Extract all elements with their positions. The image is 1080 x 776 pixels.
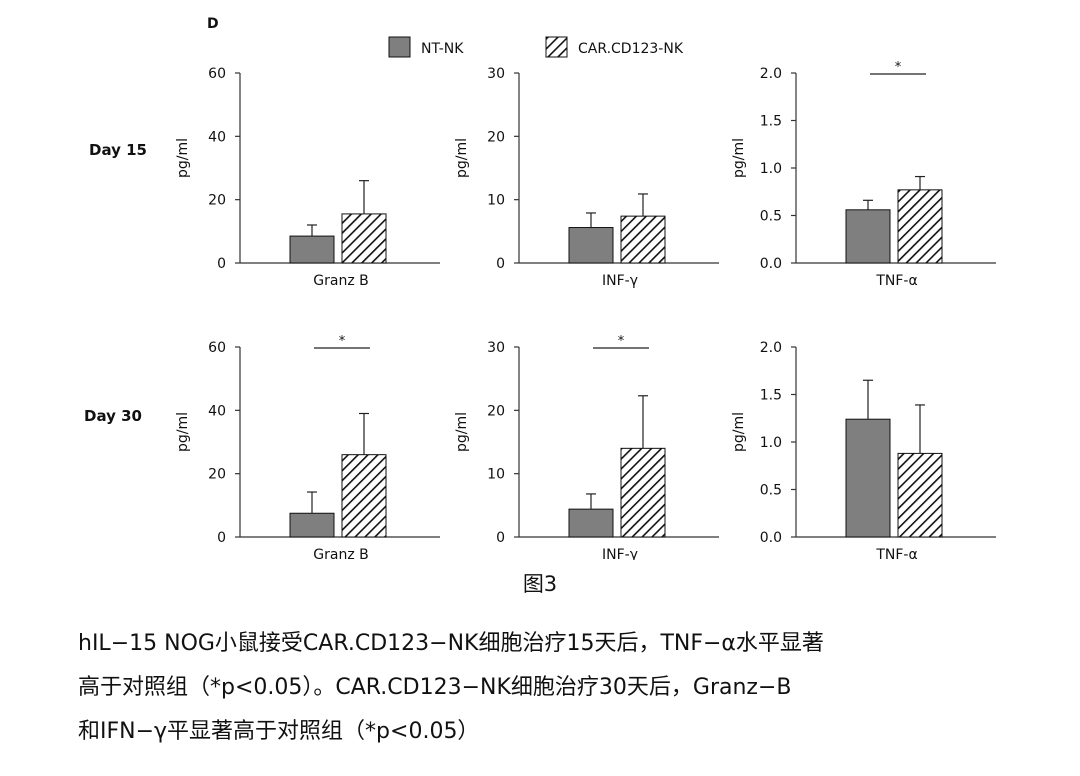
bar-car-cd123-nk [341, 454, 387, 538]
y-tick-label: 2.0 [760, 66, 782, 82]
panel-label: D [207, 16, 219, 32]
y-axis-label: pg/ml [454, 412, 470, 452]
category-label: TNF-α [875, 547, 917, 560]
y-tick-label: 0 [217, 256, 226, 272]
bar-nt-nk [568, 227, 614, 264]
y-tick-label: 1.0 [760, 161, 782, 177]
description-line: 和IFN−γ平显著高于对照组（*p<0.05） [78, 719, 480, 744]
figure-description: hIL−15 NOG小鼠接受CAR.CD123−NK细胞治疗15天后，TNF−α… [78, 622, 1038, 754]
y-tick-label: 40 [208, 129, 226, 145]
bar-nt-nk [845, 209, 891, 264]
description-line: hIL−15 NOG小鼠接受CAR.CD123−NK细胞治疗15天后，TNF−α… [78, 631, 824, 656]
y-tick-label: 60 [208, 340, 226, 356]
significance-marker: * [618, 334, 625, 349]
y-tick-label: 30 [487, 66, 505, 82]
category-label: Granz B [313, 547, 368, 560]
category-label: Granz B [313, 273, 368, 289]
bar-car-cd123-nk [897, 452, 943, 538]
description-line: 高于对照组（*p<0.05）。CAR.CD123−NK细胞治疗30天后，Gran… [78, 675, 792, 700]
y-tick-label: 2.0 [760, 340, 782, 356]
category-label: INF-γ [602, 273, 638, 289]
y-tick-label: 1.5 [760, 114, 782, 130]
bar-car-cd123-nk [620, 215, 666, 264]
legend-swatch-nt-nk [388, 36, 411, 58]
bar-nt-nk [289, 235, 335, 264]
y-tick-label: 10 [487, 193, 505, 209]
significance-marker: * [339, 334, 346, 349]
legend-label-nt-nk: NT-NK [421, 41, 464, 57]
legend: NT-NK CAR.CD123-NK [388, 36, 684, 58]
y-tick-label: 0.5 [760, 483, 782, 499]
y-axis-label: pg/ml [175, 412, 191, 452]
y-tick-label: 0 [496, 530, 505, 546]
significance-marker: * [895, 60, 902, 75]
y-axis-label: pg/ml [731, 412, 747, 452]
y-tick-label: 60 [208, 66, 226, 82]
y-tick-label: 30 [487, 340, 505, 356]
bar-nt-nk [845, 418, 891, 538]
figure-caption: 图3 [522, 572, 558, 596]
category-label: TNF-α [875, 273, 917, 289]
y-tick-label: 0 [217, 530, 226, 546]
y-tick-label: 0.0 [760, 256, 782, 272]
y-tick-label: 10 [487, 467, 505, 483]
y-axis-label: pg/ml [454, 138, 470, 178]
y-tick-label: 0.0 [760, 530, 782, 546]
y-tick-label: 40 [208, 403, 226, 419]
chart-panel-day-15-inf: 0 10 20 30 pg/ml INF-γ [454, 66, 719, 289]
chart-panel-day-15-granz-b: 0 20 40 60 pg/ml Granz B [175, 66, 440, 289]
legend-swatch-car-cd123-nk [545, 36, 568, 58]
legend-label-car-cd123-nk: CAR.CD123-NK [578, 41, 684, 57]
y-axis-label: pg/ml [175, 138, 191, 178]
bar-car-cd123-nk [620, 447, 666, 538]
chart-panel-day-30-tnf: 0.0 0.5 1.0 1.5 2.0 pg/ml TNF-α [731, 340, 996, 560]
cytokine-bar-chart-figure: NT-NK CAR.CD123-NK 0 20 40 60 pg/ml Granz B 0 10… [175, 36, 996, 560]
category-label: INF-γ [602, 547, 638, 560]
chart-panel-day-30-inf: 0 10 20 30 pg/ml INF-γ * [454, 334, 719, 560]
y-axis-label: pg/ml [731, 138, 747, 178]
bar-car-cd123-nk [897, 189, 943, 264]
bar-nt-nk [289, 512, 335, 538]
row-label-day-30: Day 30 [84, 407, 142, 425]
y-tick-label: 1.0 [760, 435, 782, 451]
y-tick-label: 20 [208, 193, 226, 209]
y-tick-label: 1.5 [760, 388, 782, 404]
y-tick-label: 20 [487, 403, 505, 419]
chart-panel-day-15-tnf: 0.0 0.5 1.0 1.5 2.0 pg/ml TNF-α * [731, 60, 996, 289]
y-tick-label: 0.5 [760, 209, 782, 225]
chart-panel-day-30-granz-b: 0 20 40 60 pg/ml Granz B * [175, 334, 440, 560]
row-label-day-15: Day 15 [89, 141, 147, 159]
y-tick-label: 20 [208, 467, 226, 483]
bar-nt-nk [568, 508, 614, 538]
bar-car-cd123-nk [341, 213, 387, 264]
y-tick-label: 20 [487, 129, 505, 145]
y-tick-label: 0 [496, 256, 505, 272]
